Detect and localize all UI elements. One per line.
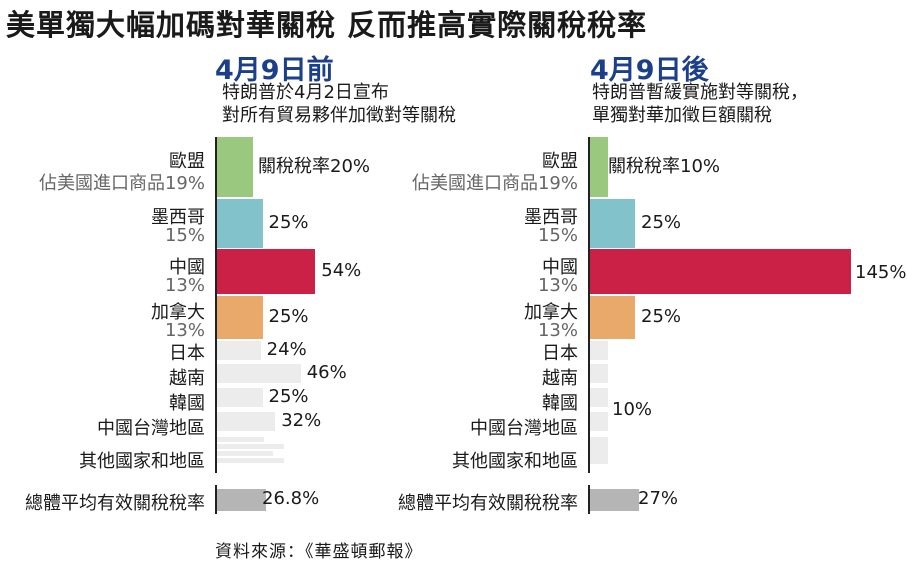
bar-mark [217, 458, 284, 463]
bar-mark [217, 444, 284, 449]
category-label: 墨西哥 [524, 207, 578, 228]
panel-date-label: 4月9日前 [215, 55, 334, 86]
category-label: 日本 [169, 343, 205, 364]
bar-mark [590, 249, 851, 294]
category-label: 歐盟 [542, 151, 578, 172]
description-line: 特朗普於4月2日宣布 [222, 82, 389, 103]
bar-mark [217, 341, 261, 360]
value-axis [215, 485, 217, 514]
description-line: 特朗普暫緩實施對等關稅， [592, 82, 808, 103]
data-label: 25% [268, 305, 309, 327]
category-label: 日本 [542, 343, 578, 364]
category-label: 加拿大 [524, 302, 578, 323]
category-label: 總體平均有效關稅稅率 [398, 493, 578, 514]
data-label: 27% [638, 488, 679, 509]
category-label: 越南 [169, 368, 205, 389]
panel-description: 特朗普暫緩實施對等關稅， 單獨對華加徵巨額關稅 [592, 81, 808, 127]
import-share-label: 佔美國進口商品19% [38, 173, 205, 194]
import-share-label: 13% [537, 320, 578, 341]
category-label: 中國台灣地區 [97, 418, 205, 439]
description-line: 單獨對華加徵巨額關稅 [592, 105, 772, 126]
bar-mark [217, 489, 266, 511]
bar-mark [590, 296, 635, 339]
category-label: 韓國 [169, 393, 205, 414]
category-label: 中國台灣地區 [470, 418, 578, 439]
data-label: 25% [268, 211, 309, 233]
data-label: 25% [268, 385, 309, 407]
category-label: 韓國 [542, 393, 578, 414]
data-label: 25% [641, 211, 682, 233]
bar-mark [590, 489, 639, 511]
value-axis [588, 137, 590, 473]
category-label: 中國 [169, 257, 205, 278]
bar-mark [590, 364, 608, 383]
bar-mark [217, 388, 263, 407]
data-label: 32% [281, 409, 322, 431]
value-axis [215, 137, 217, 473]
category-label: 加拿大 [151, 302, 205, 323]
bar-mark [217, 437, 264, 442]
category-label: 其他國家和地區 [452, 451, 578, 472]
import-share-label: 13% [164, 275, 205, 296]
data-label: 24% [266, 338, 307, 360]
chart-title: 美單獨大幅加碼對華關稅 反而推高實際關稅稅率 [6, 8, 648, 42]
data-label: 54% [321, 259, 362, 281]
bar-mark [590, 341, 608, 360]
bar-mark [217, 296, 263, 339]
import-share-label: 13% [164, 320, 205, 341]
category-label: 越南 [542, 368, 578, 389]
data-label: 46% [306, 361, 347, 383]
category-label: 其他國家和地區 [79, 451, 205, 472]
bar-mark [217, 249, 316, 294]
bar-mark [590, 199, 635, 248]
bar-mark [217, 412, 276, 431]
panel-description: 特朗普於4月2日宣布 對所有貿易夥伴加徵對等關稅 [222, 81, 456, 127]
category-label: 總體平均有效關稅稅率 [25, 493, 205, 514]
category-label: 墨西哥 [151, 207, 205, 228]
data-label: 145% [855, 262, 907, 283]
bar-mark [590, 137, 608, 197]
value-axis [588, 485, 590, 514]
bar-mark [590, 388, 608, 407]
import-share-label: 13% [537, 275, 578, 296]
data-label: 關稅稅率10% [608, 156, 721, 177]
source-note: 資料來源：《華盛頓郵報》 [215, 542, 423, 562]
panel-date-label: 4月9日後 [590, 55, 709, 86]
category-label: 中國 [542, 257, 578, 278]
data-label: 26.8% [262, 488, 320, 509]
bar-mark [217, 364, 301, 383]
data-label: 10% [612, 399, 653, 420]
data-label: 關稅稅率20% [258, 156, 371, 177]
bar-mark [217, 199, 263, 248]
bar-mark [590, 437, 608, 464]
import-share-label: 15% [164, 225, 205, 246]
bar-mark [217, 137, 254, 197]
import-share-label: 15% [537, 225, 578, 246]
bar-mark [590, 412, 608, 431]
description-line: 對所有貿易夥伴加徵對等關稅 [222, 105, 456, 126]
category-label: 歐盟 [169, 151, 205, 172]
data-label: 25% [641, 305, 682, 327]
bar-mark [217, 451, 273, 456]
import-share-label: 佔美國進口商品19% [411, 173, 578, 194]
